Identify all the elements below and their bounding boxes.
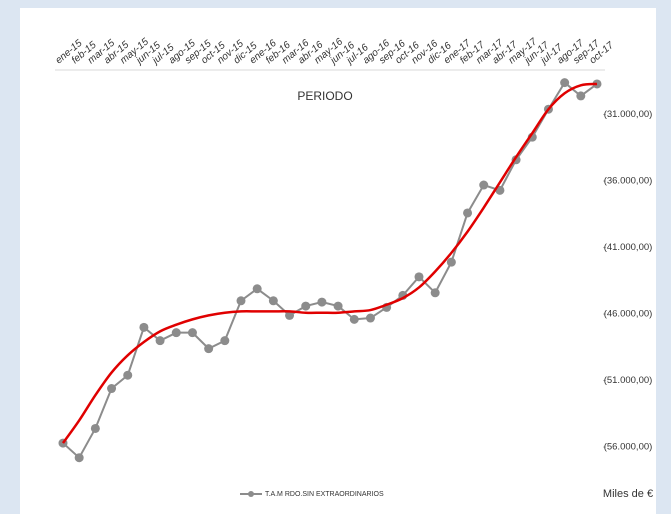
data-point [446, 257, 456, 267]
data-point [171, 328, 181, 338]
data-point [285, 310, 295, 320]
series-line [62, 81, 598, 460]
data-point [155, 336, 165, 346]
legend-label: T.A.M RDO.SIN EXTRAORDINARIOS [265, 491, 384, 498]
data-point [74, 453, 84, 463]
data-point [349, 314, 359, 324]
data-point [123, 370, 133, 380]
data-point [479, 180, 489, 190]
trend-line [61, 82, 598, 444]
data-point [430, 288, 440, 298]
y-tick-label: (56.000,00) [604, 442, 653, 453]
data-point [139, 322, 149, 332]
data-point [414, 272, 424, 282]
data-point [463, 208, 473, 218]
data-point [301, 301, 311, 311]
data-point [220, 336, 230, 346]
data-point [365, 313, 375, 323]
data-point [187, 328, 197, 338]
data-point [107, 384, 117, 394]
data-point [252, 284, 262, 294]
data-point [204, 344, 214, 354]
y-tick-label: (36.000,00) [604, 176, 653, 187]
data-point [333, 301, 343, 311]
legend-marker [248, 491, 254, 497]
chart-title: PERIODO [297, 89, 352, 103]
data-point [560, 78, 570, 88]
data-point [317, 297, 327, 307]
y-tick-label: (46.000,00) [604, 309, 653, 320]
chart-area [20, 8, 656, 514]
data-point [236, 296, 246, 306]
unit-label: Miles de € [603, 488, 653, 500]
y-tick-label: (31.000,00) [604, 109, 653, 120]
data-point [268, 296, 278, 306]
y-tick-label: (41.000,00) [604, 242, 653, 253]
y-tick-label: (51.000,00) [604, 375, 653, 386]
data-point [576, 91, 586, 101]
data-point [90, 423, 100, 433]
